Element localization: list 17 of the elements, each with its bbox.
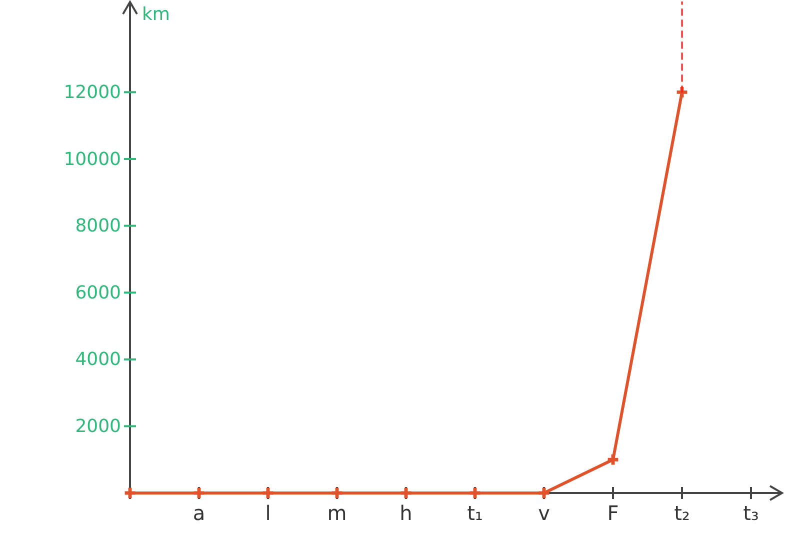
x-tick-label: m [327, 501, 347, 525]
point [608, 454, 618, 465]
x-tick-label: F [607, 501, 619, 525]
y-axis-title: km [142, 4, 170, 25]
y-tick-label: 12000 [64, 82, 121, 103]
x-tick-label: h [400, 501, 412, 525]
y-tick-label: 2000 [75, 416, 121, 437]
x-tick-label: t₃ [743, 501, 759, 525]
y-tick-label: 10000 [64, 148, 121, 170]
x-tick-label: t₂ [674, 501, 690, 525]
y-tick-label: 4000 [75, 349, 121, 370]
x-tick-label: t₁ [467, 501, 483, 525]
y-tick-label: 6000 [75, 282, 121, 304]
x-tick-label: v [538, 501, 550, 525]
x-tick-label: l [265, 501, 271, 525]
x-tick-label: a [192, 501, 206, 525]
y-tick-label: 8000 [75, 216, 121, 237]
